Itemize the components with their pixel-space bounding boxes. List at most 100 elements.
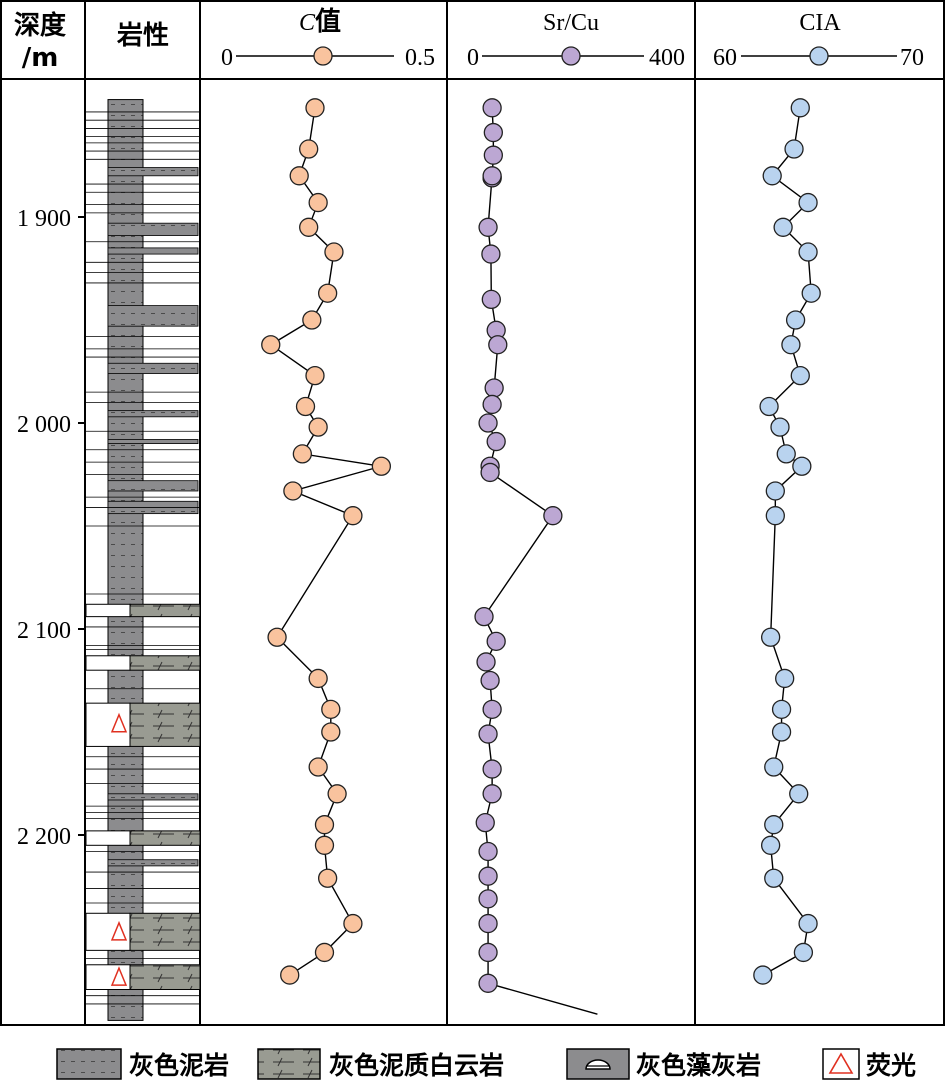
c_value-point	[308, 668, 328, 689]
sr_cu-point	[478, 973, 498, 993]
sr_cu-point	[486, 431, 506, 452]
cia-point	[753, 965, 773, 985]
fluorescence-marker	[110, 712, 128, 733]
sr_cu-point	[486, 631, 506, 652]
lithology-dolomite	[129, 702, 201, 747]
lithology-mudstone-band	[107, 480, 199, 492]
cia-point	[784, 139, 804, 159]
lithology-mudstone-band	[107, 247, 199, 255]
legend-item-algal: 灰色藻灰岩	[566, 1048, 761, 1080]
sr_cu-point	[482, 166, 502, 186]
sr_cu-point	[488, 335, 508, 355]
sr-cu-header: Sr/Cu	[543, 10, 599, 36]
sr_cu-point	[475, 812, 495, 833]
sr_cu-point	[480, 462, 500, 483]
fluorescence-triangle-icon	[828, 1052, 854, 1074]
legend-label-algal: 灰色藻灰岩	[636, 1051, 761, 1080]
fluorescence-marker	[110, 966, 128, 986]
lithology-mudstone	[107, 99, 144, 1021]
cia-point	[801, 283, 821, 303]
depth-header-line1: 深度	[14, 10, 66, 41]
cia-max-label: 70	[900, 45, 924, 71]
sr_cu-point	[476, 652, 496, 672]
lithology-white-interval	[85, 655, 131, 671]
sr_cu-point	[478, 889, 498, 909]
sr-cu-scale: 0 400	[467, 45, 685, 71]
lithology-dolomite	[129, 655, 201, 671]
cia-point	[771, 699, 792, 719]
cia-point	[775, 668, 795, 689]
cia-point	[798, 242, 818, 262]
cia-point	[765, 506, 785, 526]
depth-header-line2: /m	[22, 43, 59, 73]
sr_cu-point	[483, 122, 503, 143]
sr_cu-point	[481, 244, 501, 264]
c_value-point	[321, 699, 341, 719]
sr_cu-point	[543, 506, 563, 526]
depth-axis: 1 900 2 000 2 100 2 200	[17, 206, 85, 850]
sr-cu-max-label: 400	[649, 45, 685, 71]
depth-tick-label: 2 000	[17, 412, 71, 438]
sr_cu-point	[484, 378, 504, 398]
cia-point	[762, 166, 782, 186]
c_value-point	[305, 365, 325, 386]
lithology-column	[85, 99, 201, 1021]
cia-min-label: 60	[713, 45, 737, 71]
c_value-point	[317, 868, 338, 888]
c_value-point	[317, 283, 338, 303]
cia-point	[764, 757, 784, 777]
fluorescence-marker	[110, 920, 128, 941]
sr_cu-point	[481, 289, 501, 310]
legend-item-mudstone: 灰色泥岩	[56, 1048, 229, 1080]
sr-cu-legend-marker	[561, 46, 581, 66]
cia-point	[764, 868, 784, 888]
cia-point	[790, 98, 810, 118]
lithology-mudstone-band	[107, 793, 199, 801]
lithology-mudstone-band	[107, 859, 199, 867]
cia-scale: 60 70	[713, 45, 924, 71]
c_value-point	[314, 835, 335, 855]
lithology-mudstone-band	[107, 362, 199, 374]
sr_cu-point	[478, 942, 498, 963]
c_value-point	[308, 192, 328, 213]
cia-legend-marker	[809, 46, 829, 66]
legend-label-mudstone: 灰色泥岩	[129, 1051, 229, 1080]
c_value-point	[292, 444, 313, 464]
legend-item-fluor: 荧光	[822, 1048, 916, 1080]
cia-point	[792, 456, 812, 476]
sr_cu-point	[482, 394, 502, 415]
c_value-point	[321, 722, 341, 742]
c_value-point	[295, 396, 316, 417]
sr_cu-point	[482, 759, 502, 779]
legend-label-dolomite: 灰色泥质白云岩	[329, 1051, 504, 1080]
cia-series-line	[762, 107, 812, 976]
cia-point	[771, 722, 792, 742]
lithology-mudstone-band	[107, 167, 199, 177]
data-tracks	[261, 98, 821, 1015]
cia-point	[781, 335, 801, 355]
c_value-point	[305, 98, 325, 118]
cia-point	[793, 942, 814, 963]
c-value-max-label: 0.5	[405, 45, 435, 71]
c_value-point	[314, 942, 335, 963]
c_value-point	[314, 815, 335, 835]
depth-tick-label: 2 100	[17, 618, 71, 644]
c_value-series-line	[269, 107, 382, 976]
sr_cu-point	[478, 413, 498, 433]
sr_cu-point	[480, 670, 500, 691]
c_value-point	[308, 757, 328, 777]
c_value-point	[327, 784, 347, 804]
cia-point	[798, 913, 818, 934]
c-value-scale: 0 0.5	[221, 45, 435, 71]
lithology-dolomite	[129, 603, 201, 618]
cia-point	[765, 481, 785, 501]
c_value-point	[302, 310, 322, 330]
c_value-point	[343, 506, 363, 526]
lithology-mudstone-band	[107, 410, 199, 418]
lithology-mudstone-band	[107, 222, 199, 236]
lithology-header: 岩性	[116, 21, 169, 51]
c_value-point	[299, 139, 319, 159]
sr_cu-point	[483, 145, 503, 165]
cia-point	[770, 417, 790, 437]
sr-cu-min-label: 0	[467, 45, 479, 71]
